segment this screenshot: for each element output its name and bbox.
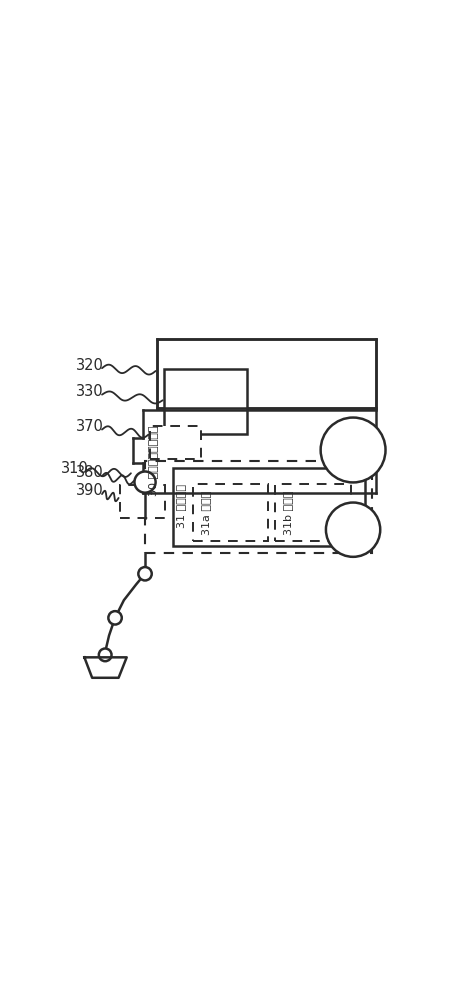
Bar (192, 484, 268, 541)
Text: 390: 390 (76, 483, 104, 498)
Bar (157, 339, 376, 408)
Circle shape (135, 472, 156, 493)
Bar (145, 461, 373, 553)
Circle shape (99, 649, 111, 661)
Text: 31 处理电路: 31 处理电路 (177, 484, 187, 528)
Text: 380: 380 (76, 465, 104, 480)
Bar (173, 468, 365, 546)
Text: 31b 存储器: 31b 存储器 (283, 490, 293, 535)
Circle shape (326, 503, 380, 557)
Text: 370: 370 (76, 419, 104, 434)
Bar (275, 484, 351, 541)
Bar (164, 369, 248, 434)
Text: 30 电池充电控制单元: 30 电池充电控制单元 (148, 426, 158, 496)
Circle shape (321, 418, 385, 482)
Text: 310: 310 (61, 461, 89, 476)
Text: 320: 320 (76, 358, 104, 373)
Text: 31a 处理器: 31a 处理器 (201, 490, 211, 535)
Circle shape (138, 567, 152, 580)
Polygon shape (84, 657, 126, 678)
Bar (120, 485, 166, 518)
Circle shape (108, 611, 122, 625)
Text: 330: 330 (76, 384, 104, 399)
Bar (150, 426, 202, 459)
